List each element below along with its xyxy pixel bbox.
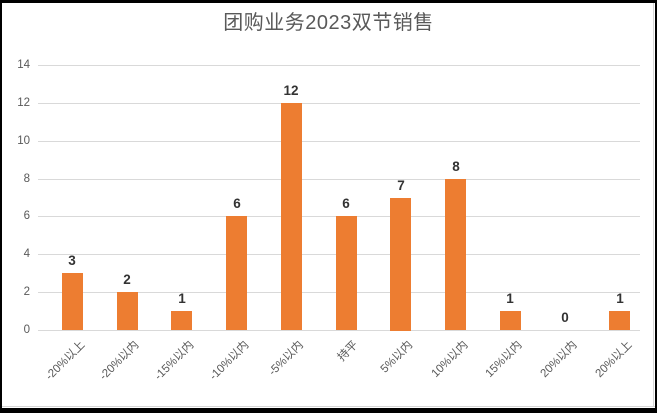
data-label: 7 [397, 178, 405, 193]
x-axis-category-label: 15%以内 [483, 339, 525, 381]
x-axis-category-label: -10%以内 [207, 339, 252, 383]
x-axis-category-label: 20%以内 [538, 339, 580, 381]
bar--20%以上 [62, 273, 83, 330]
data-label: 8 [452, 159, 460, 174]
x-axis-category-label: 20%以上 [593, 339, 635, 381]
y-axis-tick-label: 10 [17, 135, 30, 147]
sheet-edge-vertical-line [653, 3, 654, 407]
y-axis-tick-label: 0 [23, 324, 30, 336]
bar-20%以上 [609, 311, 630, 330]
bar--20%以内 [117, 292, 138, 330]
window-frame-bottom [0, 408, 657, 413]
window-frame-left [0, 0, 2, 413]
data-label: 1 [506, 291, 514, 306]
gridline-y-10 [38, 141, 640, 142]
sheet-edge-horizontal-line [2, 406, 655, 407]
x-axis-category-label: 5%以内 [378, 339, 416, 376]
x-axis-category-label: 持平 [335, 339, 361, 364]
x-axis-category-label: -15%以内 [152, 339, 197, 383]
x-axis-category-label: -20%以内 [97, 339, 142, 383]
y-axis-tick-label: 6 [23, 210, 30, 222]
data-label: 6 [233, 196, 241, 211]
x-axis-category-label: -20%以上 [43, 339, 87, 383]
bar-10%以内 [445, 179, 466, 330]
y-axis-tick-label: 8 [23, 173, 30, 185]
data-label: 1 [616, 291, 624, 306]
y-axis-tick-label: 2 [23, 286, 30, 298]
chart-title: 团购业务2023双节销售 [223, 12, 434, 34]
data-label: 6 [342, 196, 350, 211]
x-axis-category-label: -5%以内 [266, 339, 306, 379]
data-label: 2 [123, 272, 131, 287]
data-label: 12 [283, 83, 299, 98]
data-label: 3 [68, 253, 76, 268]
x-axis-category-label: 10%以内 [429, 339, 471, 381]
bar--10%以内 [226, 216, 247, 330]
data-label: 1 [178, 291, 186, 306]
window-frame-top [0, 0, 657, 3]
gridline-y-0 [38, 330, 640, 331]
bar-持平 [336, 216, 357, 330]
gridline-y-8 [38, 179, 640, 180]
window-frame-right [655, 0, 657, 413]
bar--5%以内 [281, 103, 302, 330]
data-label: 0 [561, 310, 569, 325]
y-axis-tick-label: 14 [17, 59, 30, 71]
gridline-y-14 [38, 65, 640, 66]
y-axis-tick-label: 12 [17, 97, 30, 109]
bar-15%以内 [500, 311, 521, 330]
bar--15%以内 [171, 311, 192, 330]
bar-5%以内 [390, 198, 411, 331]
gridline-y-12 [38, 103, 640, 104]
y-axis-tick-label: 4 [23, 248, 30, 260]
